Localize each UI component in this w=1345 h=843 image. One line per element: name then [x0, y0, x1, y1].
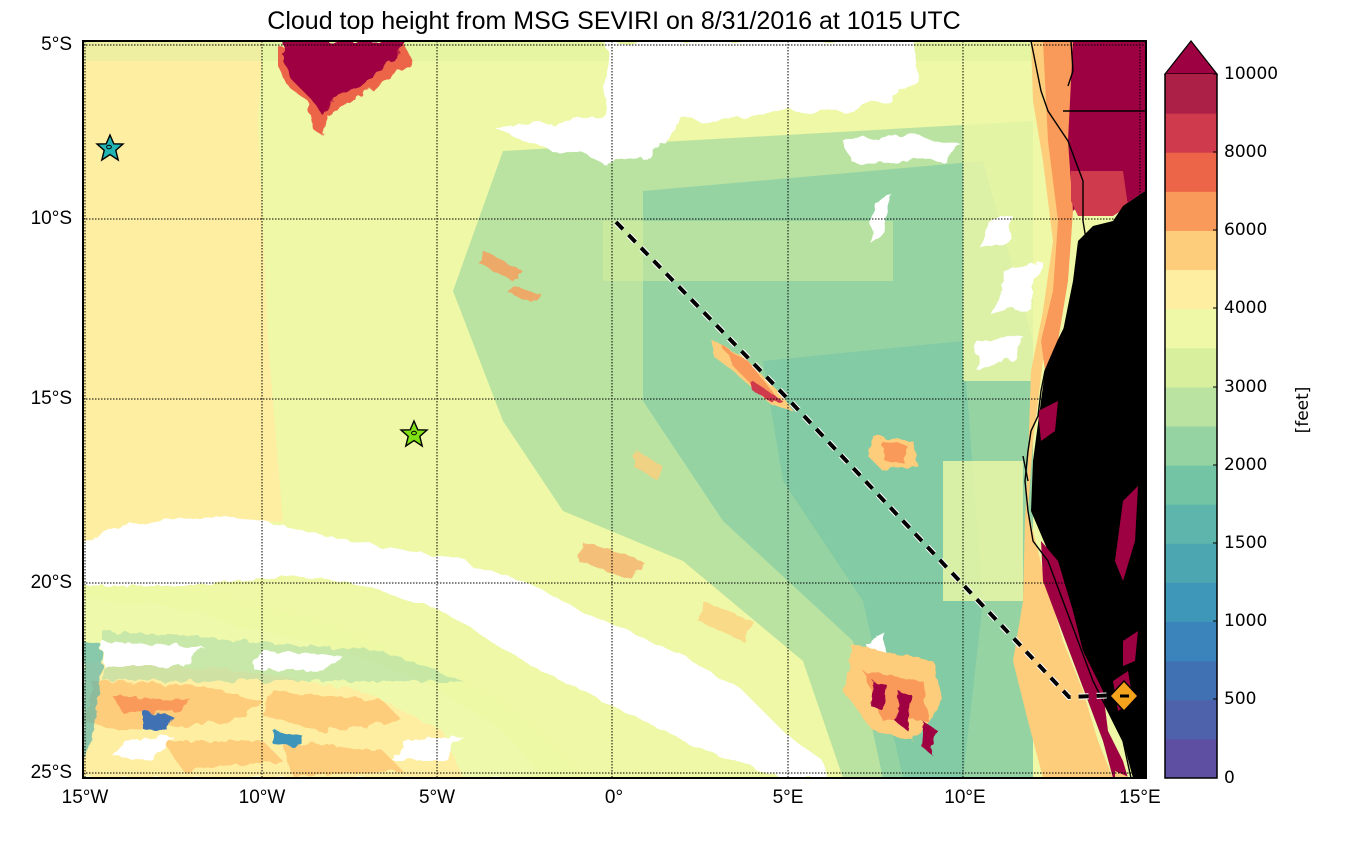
- colorbar-segment: [1165, 621, 1217, 662]
- colorbar-segment: [1165, 426, 1217, 466]
- colorbar-segment: [1165, 191, 1217, 231]
- chart-title: Cloud top height from MSG SEVIRI on 8/31…: [267, 7, 961, 35]
- colorbar-segment: [1165, 74, 1217, 114]
- gridlines: [83, 41, 1145, 778]
- colorbar-segment: [1165, 347, 1217, 388]
- colorbar-tick-10000: 10000: [1224, 64, 1279, 84]
- colorbar-segment: [1165, 269, 1217, 310]
- x-tick-10e: 10°E: [944, 787, 986, 808]
- colorbar-segment: [1165, 113, 1217, 153]
- colorbar-segment: [1165, 465, 1217, 505]
- colorbar-segment: [1165, 660, 1217, 701]
- colorbar-tick-6000: 6000: [1224, 220, 1268, 240]
- high-cloud-northwest: [278, 41, 413, 136]
- colorbar-segment: [1165, 152, 1217, 192]
- y-tick-10s: 10°S: [30, 208, 72, 229]
- flight-track: [613, 219, 1121, 701]
- colorbar-segment: [1165, 543, 1217, 583]
- elevated-streaks: [478, 251, 943, 756]
- colorbar-scale: [1163, 40, 1219, 779]
- x-tick-10w: 10°W: [238, 787, 286, 808]
- colorbar-tick-4000: 4000: [1224, 298, 1268, 318]
- southern-cloud-field: [83, 581, 583, 778]
- colorbar-tick-1500: 1500: [1224, 533, 1268, 553]
- southern-clear-gaps: [83, 534, 483, 761]
- x-tick-15w: 15°W: [61, 787, 109, 808]
- colorbar-segment: [1165, 504, 1217, 544]
- colorbar-label: [feet]: [1293, 386, 1313, 434]
- colorbar-tick-2000: 2000: [1224, 455, 1268, 475]
- colorbar-segment: [1165, 386, 1217, 427]
- colorbar-segment: [1165, 582, 1217, 623]
- green-star-marker: [399, 419, 429, 448]
- x-tick-15e: 15°E: [1119, 787, 1161, 808]
- cloud-top-height-map: [83, 41, 1145, 778]
- map-plot-area: [83, 41, 1145, 778]
- y-tick-15s: 15°S: [30, 388, 72, 409]
- y-tick-25s: 25°S: [30, 762, 72, 783]
- orange-diamond-marker: [1109, 679, 1139, 713]
- colorbar: [1163, 40, 1220, 780]
- colorbar-tick-500: 500: [1224, 689, 1257, 709]
- coastline: [1022, 41, 1145, 778]
- colorbar-segment: [1165, 308, 1217, 349]
- x-tick-5e: 5°E: [772, 787, 804, 808]
- x-tick-5w: 5°W: [418, 787, 456, 808]
- x-tick-0: 0°: [604, 787, 624, 808]
- y-tick-5s: 5°S: [41, 34, 72, 55]
- cyan-star-marker: [95, 133, 125, 162]
- y-tick-20s: 20°S: [30, 572, 72, 593]
- colorbar-segment: [1165, 230, 1217, 271]
- colorbar-tick-1000: 1000: [1224, 611, 1268, 631]
- colorbar-segment: [1165, 738, 1217, 779]
- colorbar-tick-0: 0: [1224, 768, 1235, 788]
- colorbar-tick-3000: 3000: [1224, 377, 1268, 397]
- colorbar-tick-8000: 8000: [1224, 142, 1268, 162]
- colorbar-segment: [1165, 699, 1217, 740]
